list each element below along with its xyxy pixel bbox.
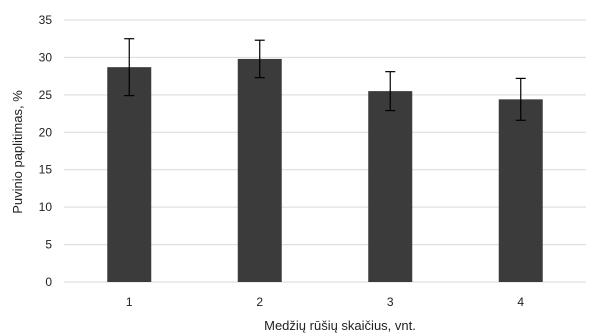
y-tick-label: 0	[45, 275, 52, 289]
error-bars	[124, 38, 526, 121]
x-tick-label: 4	[517, 295, 524, 309]
error-bar	[124, 38, 135, 97]
y-tick-label: 20	[39, 125, 53, 139]
x-tick-label: 3	[387, 295, 394, 309]
y-tick-labels: 0 5 10 15 20 25 30 35	[39, 13, 53, 289]
error-bar	[254, 39, 265, 79]
bars	[107, 58, 543, 282]
y-tick-label: 35	[39, 13, 53, 27]
x-tick-labels: 1 2 3 4	[126, 295, 525, 309]
bar	[498, 99, 543, 282]
y-tick-label: 15	[39, 163, 53, 177]
y-tick-label: 5	[45, 238, 52, 252]
y-tick-label: 25	[39, 88, 53, 102]
x-tick-label: 2	[256, 295, 263, 309]
y-tick-label: 10	[39, 200, 53, 214]
x-tick-label: 1	[126, 295, 133, 309]
y-tick-label: 30	[39, 50, 53, 64]
bar	[237, 58, 282, 282]
error-bar	[385, 71, 396, 112]
y-axis-title: Puvinio paplitimas, %	[10, 90, 25, 214]
bar	[368, 91, 413, 282]
bar	[107, 67, 152, 282]
x-axis-title: Medžių rūšių skaičius, vnt.	[264, 318, 416, 333]
error-bar	[515, 77, 526, 121]
